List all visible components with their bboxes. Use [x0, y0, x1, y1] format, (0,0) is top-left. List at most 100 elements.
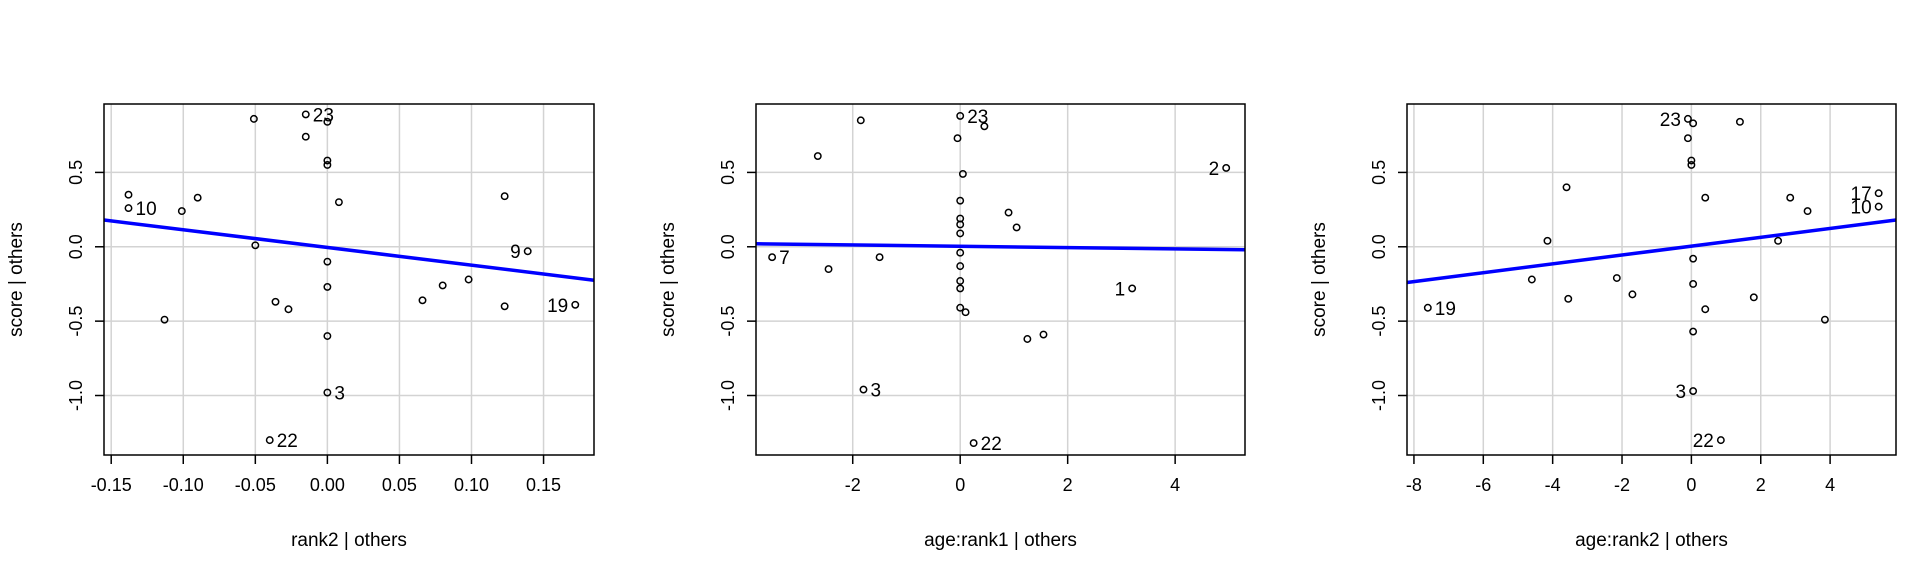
- x-tick-label: -8: [1406, 475, 1422, 495]
- x-axis-label: age:rank1 | others: [924, 530, 1077, 551]
- data-point: [956, 220, 965, 229]
- x-tick-label: 0.05: [382, 475, 417, 495]
- data-point: [323, 161, 332, 169]
- data-point: [813, 152, 822, 161]
- data-point: [177, 207, 186, 216]
- x-tick-label: 2: [1756, 475, 1766, 495]
- plot-frame: [755, 103, 1246, 456]
- point-label: 19: [1435, 299, 1456, 320]
- plot-frame: [103, 103, 595, 456]
- data-point: [571, 300, 580, 309]
- point-label: 22: [277, 431, 298, 452]
- point-label: 23: [1660, 110, 1681, 131]
- x-tick-label: -0.10: [163, 475, 204, 495]
- point-label: 22: [1693, 431, 1714, 452]
- data-point: [271, 297, 280, 306]
- data-point: [1004, 208, 1013, 217]
- data-point: [323, 117, 332, 126]
- data-point: [323, 257, 332, 266]
- data-point: [500, 302, 509, 311]
- data-point: [1543, 236, 1552, 245]
- data-point: [1612, 274, 1621, 282]
- data-point: [301, 132, 310, 141]
- data-point: [1683, 114, 1692, 123]
- point-label: 19: [547, 296, 568, 317]
- data-point: [500, 192, 509, 201]
- x-tick-label: 0: [1686, 475, 1696, 495]
- data-point: [265, 436, 274, 445]
- y-tick-label: -1.0: [66, 380, 86, 411]
- y-tick-label: 0.5: [718, 160, 738, 185]
- data-point: [1222, 164, 1231, 172]
- y-tick-label: 0.0: [66, 234, 86, 259]
- x-tick-label: 0.00: [310, 475, 345, 495]
- point-label: 10: [136, 199, 157, 220]
- point-label: 17: [1851, 184, 1872, 205]
- point-label: 1: [1115, 279, 1126, 300]
- y-axis-label: score | others: [1309, 222, 1330, 337]
- y-axis-label: score | others: [658, 222, 679, 337]
- y-tick-label: -0.5: [1369, 306, 1389, 337]
- data-point: [1874, 202, 1883, 211]
- x-tick-label: 4: [1825, 475, 1835, 495]
- data-point: [1774, 236, 1783, 245]
- regression-line: [755, 242, 1246, 252]
- data-point: [1749, 293, 1758, 302]
- point-label: 2: [1209, 159, 1220, 180]
- regression-line: [1406, 218, 1897, 285]
- data-point: [956, 229, 965, 238]
- y-tick-label: 0.0: [1369, 234, 1389, 259]
- data-point: [1786, 193, 1795, 202]
- data-point: [1562, 183, 1571, 192]
- data-point: [124, 190, 133, 199]
- data-point: [323, 388, 332, 397]
- data-point: [323, 332, 332, 340]
- x-tick-label: -0.05: [235, 475, 276, 495]
- data-point: [1689, 387, 1698, 395]
- data-point: [956, 111, 965, 120]
- data-point: [1689, 119, 1698, 128]
- data-point: [1687, 161, 1696, 169]
- data-point: [1689, 254, 1698, 263]
- data-point: [438, 281, 447, 290]
- y-tick-label: -0.5: [66, 306, 86, 337]
- regression-line: [103, 218, 595, 282]
- data-point: [768, 253, 777, 262]
- data-point: [1012, 223, 1021, 232]
- y-tick-label: 0.5: [1369, 160, 1389, 185]
- y-tick-label: -0.5: [718, 306, 738, 337]
- data-point: [418, 296, 427, 305]
- data-point: [124, 204, 133, 213]
- data-point: [323, 156, 332, 165]
- data-point: [956, 262, 965, 271]
- point-label: 3: [334, 384, 345, 405]
- data-point: [284, 305, 293, 314]
- data-point: [1128, 284, 1137, 293]
- x-tick-label: -2: [845, 475, 861, 495]
- data-point: [323, 282, 332, 291]
- data-point: [1039, 330, 1048, 339]
- point-label: 3: [1676, 382, 1687, 403]
- x-tick-label: -0.15: [91, 475, 132, 495]
- x-tick-label: 0: [955, 475, 965, 495]
- data-point: [464, 275, 473, 284]
- point-label: 23: [967, 107, 988, 128]
- data-point: [249, 114, 258, 123]
- x-tick-label: 2: [1063, 475, 1073, 495]
- y-tick-label: -1.0: [718, 380, 738, 411]
- data-point: [1689, 280, 1698, 288]
- y-tick-label: 0.0: [718, 234, 738, 259]
- data-point: [1820, 315, 1829, 324]
- data-point: [1701, 305, 1710, 314]
- point-label: 10: [1851, 198, 1872, 219]
- data-point: [953, 134, 962, 143]
- data-point: [980, 122, 989, 131]
- data-point: [956, 196, 965, 205]
- x-tick-label: -2: [1614, 475, 1630, 495]
- plot-frame: [1406, 103, 1897, 456]
- data-point: [1735, 117, 1744, 126]
- data-point: [956, 277, 965, 285]
- data-point: [1701, 193, 1710, 202]
